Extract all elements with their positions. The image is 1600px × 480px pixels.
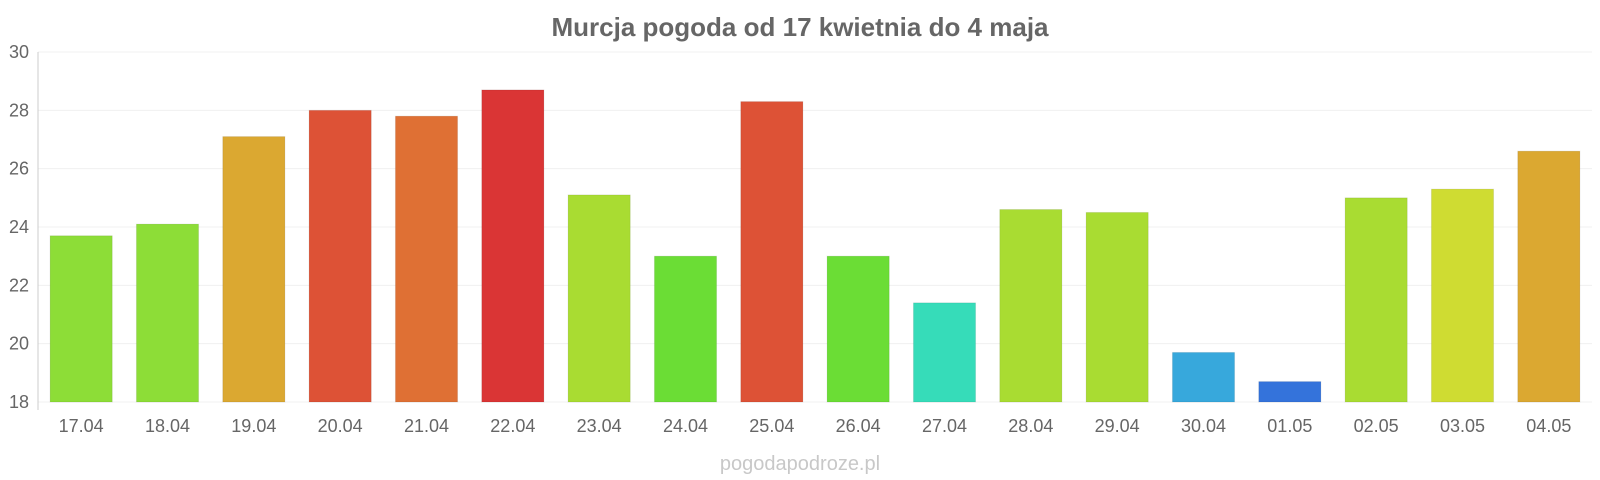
y-tick-label: 24 bbox=[9, 217, 29, 237]
x-tick-label: 02.05 bbox=[1354, 416, 1399, 436]
grid-lines bbox=[38, 51, 1592, 403]
x-tick-label: 23.04 bbox=[577, 416, 622, 436]
y-tick-label: 18 bbox=[9, 392, 29, 412]
x-tick-label: 27.04 bbox=[922, 416, 967, 436]
bar-30.04 bbox=[1171, 351, 1236, 403]
bar-29.04 bbox=[1085, 211, 1149, 403]
bar-27.04 bbox=[912, 302, 977, 403]
x-tick-label: 21.04 bbox=[404, 416, 449, 436]
bar-22.04 bbox=[481, 89, 545, 403]
x-tick-label: 01.05 bbox=[1267, 416, 1312, 436]
bar-23.04 bbox=[567, 194, 631, 403]
x-tick-label: 19.04 bbox=[231, 416, 276, 436]
bar-26.04 bbox=[826, 255, 890, 403]
x-tick-label: 03.05 bbox=[1440, 416, 1485, 436]
x-tick-label: 20.04 bbox=[318, 416, 363, 436]
y-tick-label: 20 bbox=[9, 334, 29, 354]
bar-19.04 bbox=[222, 136, 286, 403]
bar-24.04 bbox=[653, 255, 718, 403]
bar-02.05 bbox=[1344, 197, 1408, 403]
x-tick-label: 29.04 bbox=[1095, 416, 1140, 436]
x-tick-label: 28.04 bbox=[1008, 416, 1053, 436]
x-tick-label: 17.04 bbox=[59, 416, 104, 436]
x-tick-label: 22.04 bbox=[490, 416, 535, 436]
bar-18.04 bbox=[135, 223, 200, 403]
x-axis-ticks: 17.04 18.04 19.04 20.04 21.04 22.04 23.04 24.04… bbox=[59, 416, 1572, 436]
bar-21.04 bbox=[394, 115, 459, 403]
x-tick-label: 24.04 bbox=[663, 416, 708, 436]
bar-17.04 bbox=[49, 235, 113, 403]
x-tick-label: 25.04 bbox=[749, 416, 794, 436]
watermark: pogodapodroze.pl bbox=[720, 453, 880, 475]
y-tick-label: 28 bbox=[9, 100, 29, 120]
bar-04.05 bbox=[1517, 150, 1581, 403]
x-tick-label: 30.04 bbox=[1181, 416, 1226, 436]
bar-01.05 bbox=[1258, 381, 1322, 403]
bar-03.05 bbox=[1430, 188, 1495, 403]
x-tick-label: 04.05 bbox=[1526, 416, 1571, 436]
chart-title: Murcja pogoda od 17 kwietnia do 4 maja bbox=[552, 12, 1050, 42]
bar-28.04 bbox=[999, 209, 1063, 403]
y-axis-ticks: 18 20 22 24 26 28 30 bbox=[9, 42, 29, 412]
y-tick-label: 30 bbox=[9, 42, 29, 62]
y-tick-label: 22 bbox=[9, 275, 29, 295]
x-tick-label: 26.04 bbox=[836, 416, 881, 436]
y-tick-label: 26 bbox=[9, 159, 29, 179]
bars bbox=[49, 89, 1581, 403]
bar-25.04 bbox=[740, 101, 804, 403]
x-tick-label: 18.04 bbox=[145, 416, 190, 436]
bar-20.04 bbox=[308, 109, 372, 403]
